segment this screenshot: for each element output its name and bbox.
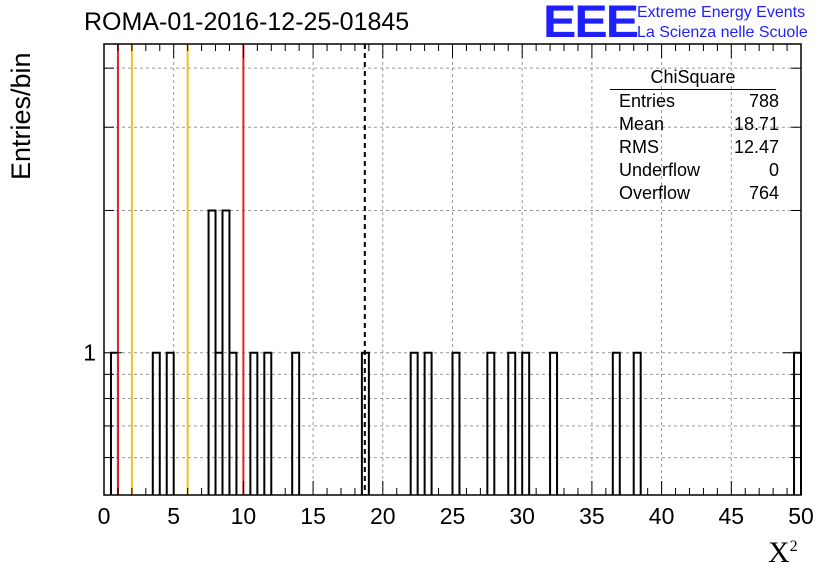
- chart-title: ROMA-01-2016-12-25-01845: [84, 8, 410, 36]
- stats-box: ChiSquare Entries 788 Mean 18.71 RMS 12.47 Und…: [610, 67, 780, 205]
- x-tick-label: 30: [509, 503, 535, 529]
- x-tick-label: 50: [788, 503, 814, 529]
- stats-label: Entries: [619, 91, 676, 111]
- x-tick-label: 25: [440, 503, 466, 529]
- x-tick-label: 10: [231, 503, 257, 529]
- stats-value: 12.47: [733, 137, 779, 157]
- x-tick-label: 5: [167, 503, 180, 529]
- x-tick-label: 20: [370, 503, 396, 529]
- stats-box-title: ChiSquare: [610, 67, 776, 90]
- stats-label: RMS: [619, 137, 659, 157]
- stats-value: 764: [748, 183, 779, 203]
- stats-value: 0: [768, 160, 779, 180]
- stats-label: Underflow: [619, 160, 701, 180]
- x-axis-label: X2: [768, 536, 798, 569]
- stats-value: 18.71: [733, 114, 779, 134]
- stats-label: Mean: [619, 114, 665, 134]
- logo-line-1: Extreme Energy Events: [637, 4, 806, 21]
- logo-line-2: La Scienza nelle Scuole: [637, 24, 808, 41]
- stats-row: Overflow 764: [610, 182, 779, 205]
- stats-label: Overflow: [619, 183, 691, 203]
- x-tick-label: 35: [579, 503, 605, 529]
- stats-row: Entries 788: [610, 90, 779, 113]
- x-tick-label: 15: [300, 503, 326, 529]
- stats-row: RMS 12.47: [610, 136, 779, 159]
- y-tick-label: 1: [83, 340, 96, 366]
- x-tick-label: 45: [719, 503, 745, 529]
- stats-row: Underflow 0: [610, 159, 779, 182]
- stats-row: Mean 18.71: [610, 113, 779, 136]
- x-tick-label: 40: [649, 503, 675, 529]
- logo-mark: EEE: [543, 0, 639, 48]
- x-tick-label: 0: [98, 503, 111, 529]
- stats-value: 788: [748, 91, 779, 111]
